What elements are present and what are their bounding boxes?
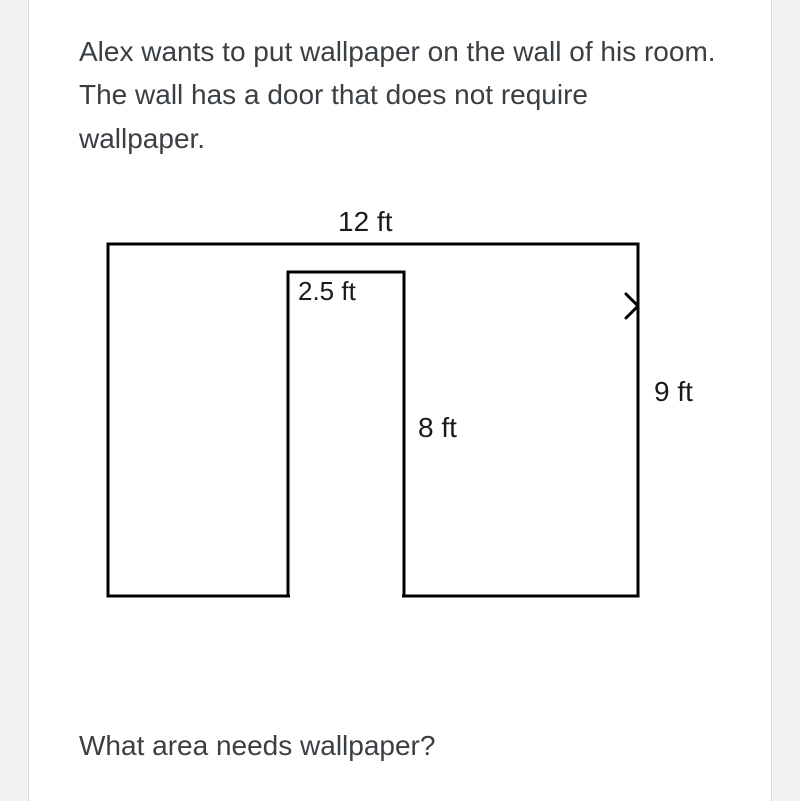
problem-card: Alex wants to put wallpaper on the wall … — [28, 0, 772, 801]
problem-statement: Alex wants to put wallpaper on the wall … — [79, 30, 721, 160]
door-rect — [288, 272, 404, 596]
label-wall-top: 12 ft — [338, 206, 392, 238]
label-door-top: 2.5 ft — [298, 276, 356, 307]
diagram-svg — [80, 190, 720, 630]
question: What area needs wallpaper? — [79, 725, 435, 767]
label-door-right: 8 ft — [418, 412, 457, 444]
label-wall-right: 9 ft — [654, 376, 693, 408]
wall-diagram: 12 ft 9 ft 2.5 ft 8 ft — [80, 190, 720, 630]
